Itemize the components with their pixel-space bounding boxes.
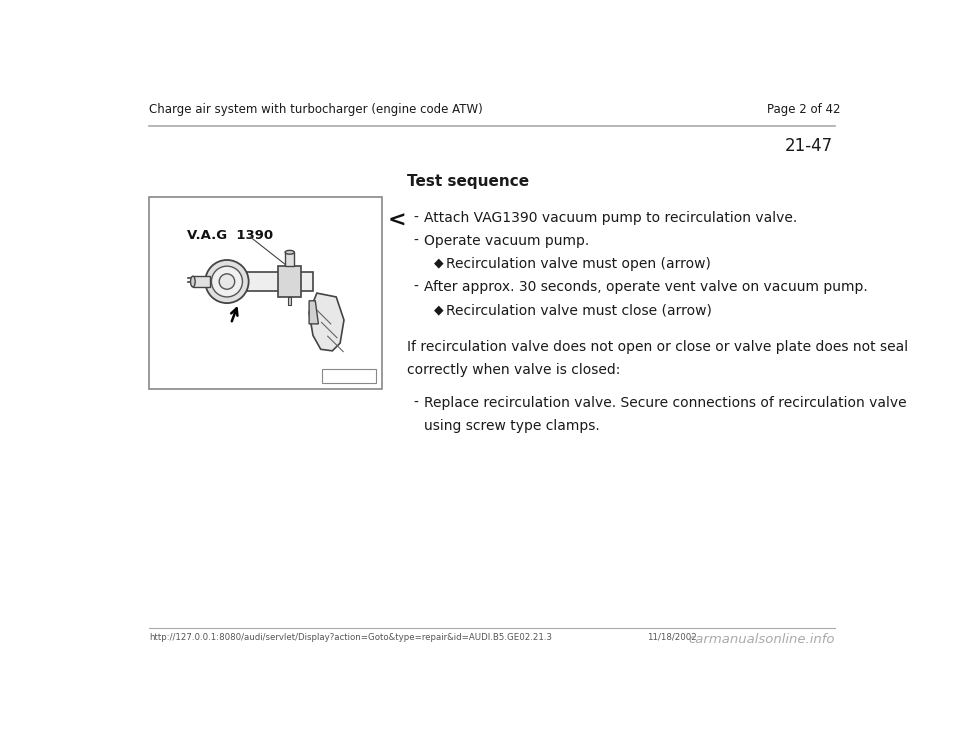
Text: Recirculation valve must open (arrow): Recirculation valve must open (arrow) (445, 257, 710, 271)
Bar (247, 272, 313, 291)
Bar (285, 252, 295, 266)
Text: Charge air system with turbocharger (engine code ATW): Charge air system with turbocharger (eng… (150, 103, 483, 116)
Text: ◆: ◆ (434, 257, 444, 270)
Text: After approx. 30 seconds, operate vent valve on vacuum pump.: After approx. 30 seconds, operate vent v… (423, 280, 868, 294)
Text: -: - (413, 395, 418, 410)
Polygon shape (309, 293, 344, 351)
Text: <: < (388, 211, 406, 231)
Text: 11/18/2002: 11/18/2002 (647, 633, 697, 642)
Bar (288, 297, 291, 305)
Bar (193, 276, 210, 287)
Ellipse shape (285, 250, 295, 255)
Text: correctly when valve is closed:: correctly when valve is closed: (407, 363, 620, 377)
Text: -: - (413, 280, 418, 294)
Bar (150, 197, 382, 390)
Text: using screw type clamps.: using screw type clamps. (423, 418, 600, 433)
Text: V21-0074: V21-0074 (324, 371, 373, 381)
Text: Replace recirculation valve. Secure connections of recirculation valve: Replace recirculation valve. Secure conn… (423, 395, 906, 410)
Polygon shape (309, 301, 319, 324)
Text: -: - (413, 234, 418, 248)
Circle shape (219, 274, 234, 289)
Bar (322, 370, 375, 383)
Text: Attach VAG1390 vacuum pump to recirculation valve.: Attach VAG1390 vacuum pump to recirculat… (423, 211, 797, 225)
Text: Recirculation valve must close (arrow): Recirculation valve must close (arrow) (445, 303, 711, 317)
Text: http://127.0.0.1:8080/audi/servlet/Display?action=Goto&type=repair&id=AUDI.B5.GE: http://127.0.0.1:8080/audi/servlet/Displ… (150, 633, 552, 642)
Text: -: - (413, 211, 418, 225)
Text: ◆: ◆ (434, 303, 444, 316)
Text: V.A.G  1390: V.A.G 1390 (186, 229, 273, 242)
Text: Page 2 of 42: Page 2 of 42 (767, 103, 841, 116)
Circle shape (205, 260, 249, 303)
Ellipse shape (190, 276, 195, 287)
Text: carmanualsonline.info: carmanualsonline.info (688, 633, 834, 646)
Bar (278, 266, 301, 297)
Text: If recirculation valve does not open or close or valve plate does not seal: If recirculation valve does not open or … (407, 340, 908, 354)
Text: 21-47: 21-47 (785, 137, 833, 155)
Circle shape (211, 266, 243, 297)
Text: Test sequence: Test sequence (407, 174, 529, 188)
Text: Operate vacuum pump.: Operate vacuum pump. (423, 234, 589, 248)
